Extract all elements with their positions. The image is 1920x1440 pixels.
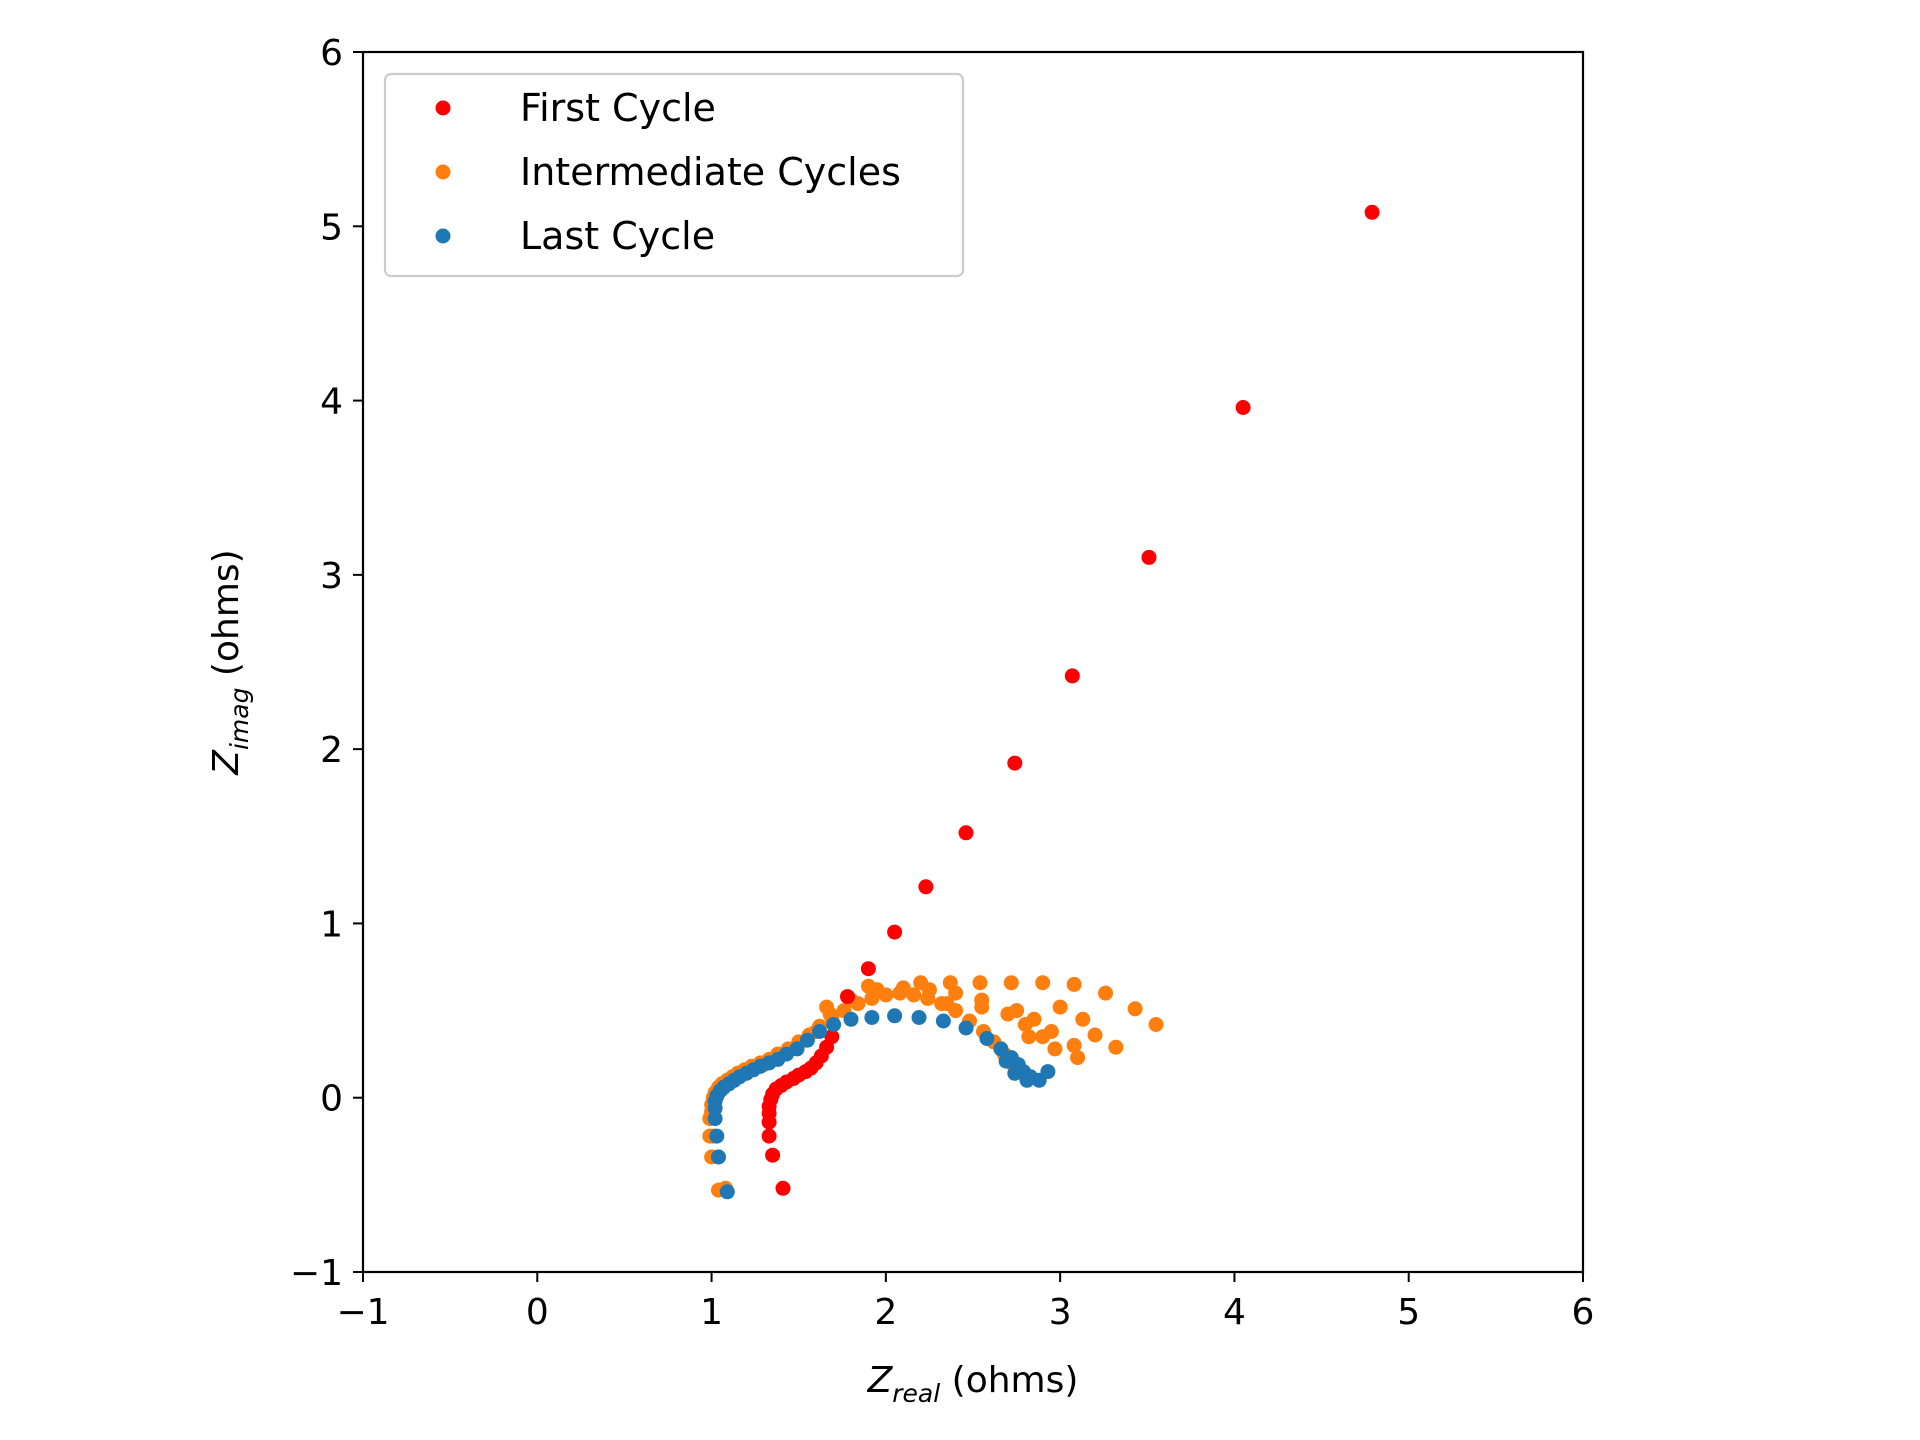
data-point <box>1047 1041 1063 1057</box>
data-point <box>911 1010 927 1025</box>
data-point <box>958 825 974 841</box>
x-tick-label: 0 <box>526 1292 549 1333</box>
legend-marker <box>435 100 451 116</box>
data-point <box>1021 1029 1037 1045</box>
data-point <box>1087 1027 1103 1043</box>
series-first-cycle <box>761 204 1380 1196</box>
y-axis-label: Zimag (ohms) <box>206 549 254 775</box>
data-point <box>1019 1072 1035 1088</box>
x-tick-label: 5 <box>1397 1292 1420 1333</box>
data-point <box>1108 1039 1124 1055</box>
data-point <box>887 1008 903 1024</box>
data-point <box>711 1149 726 1165</box>
data-point <box>1066 976 1082 992</box>
data-point <box>761 1128 777 1144</box>
data-point <box>1148 1017 1164 1032</box>
data-point <box>1098 985 1113 1001</box>
data-point <box>1235 400 1251 415</box>
data-point <box>1040 1064 1056 1080</box>
x-tick-label: −1 <box>336 1292 389 1333</box>
y-tick-label: 3 <box>320 556 343 597</box>
data-point <box>860 961 876 977</box>
data-point <box>775 1180 791 1196</box>
data-point <box>1064 668 1080 684</box>
series-last-cycle <box>707 1008 1056 1200</box>
data-point <box>993 1041 1009 1057</box>
data-point <box>1026 1011 1042 1027</box>
data-point <box>719 1184 735 1200</box>
x-axis-label: Zreal (ohms) <box>867 1360 1079 1408</box>
data-point <box>1364 204 1380 220</box>
data-point <box>1007 1065 1023 1081</box>
data-point <box>1066 1037 1082 1053</box>
data-point <box>1075 1011 1091 1027</box>
data-point <box>942 975 958 991</box>
data-point <box>864 1010 880 1025</box>
x-tick-label: 4 <box>1223 1292 1246 1333</box>
data-point <box>1127 1001 1143 1017</box>
y-tick-label: −1 <box>290 1253 343 1294</box>
data-point <box>1007 755 1023 771</box>
data-point <box>843 1011 859 1027</box>
legend-marker <box>435 164 451 180</box>
y-tick-label: 6 <box>320 33 343 74</box>
data-point <box>974 999 990 1015</box>
x-tick-label: 2 <box>874 1292 897 1333</box>
legend-label: First Cycle <box>520 86 716 130</box>
legend-entry: Last Cycle <box>435 214 715 258</box>
data-point <box>709 1128 725 1144</box>
data-point <box>824 1029 840 1045</box>
data-point <box>1043 1024 1059 1039</box>
data-point <box>1003 975 1019 991</box>
y-tick-label: 1 <box>320 904 343 945</box>
data-point <box>860 978 876 994</box>
data-point <box>1052 999 1068 1015</box>
data-point <box>972 975 988 991</box>
legend-entry: First Cycle <box>435 86 716 130</box>
data-point <box>895 980 911 996</box>
x-tick-label: 1 <box>700 1292 723 1333</box>
data-point <box>1009 1003 1025 1019</box>
data-point <box>799 1032 815 1048</box>
data-point <box>935 1013 951 1029</box>
data-point <box>819 999 835 1015</box>
data-point <box>918 879 934 895</box>
data-point <box>826 1017 842 1032</box>
data-point <box>840 989 855 1005</box>
legend-marker <box>435 228 451 244</box>
data-point <box>1141 549 1157 565</box>
data-point <box>789 1041 805 1057</box>
plot-frame <box>361 50 1585 1274</box>
data-point <box>958 1020 974 1036</box>
data-point <box>1035 975 1051 991</box>
x-tick-label: 6 <box>1572 1292 1595 1333</box>
y-tick-label: 5 <box>320 207 343 248</box>
data-point <box>913 975 929 991</box>
data-point <box>707 1111 723 1127</box>
data-point <box>939 996 955 1012</box>
legend-label: Last Cycle <box>520 214 715 258</box>
data-point <box>998 1053 1014 1069</box>
legend-box <box>383 72 965 278</box>
y-tick-label: 4 <box>320 382 343 423</box>
x-tick-label: 3 <box>1049 1292 1072 1333</box>
legend-entry: Intermediate Cycles <box>435 150 901 194</box>
data-point <box>765 1147 781 1163</box>
x-axis-ticks: −1 0 1 2 3 4 5 6 <box>336 1272 1594 1333</box>
y-tick-label: 0 <box>320 1079 343 1120</box>
y-tick-label: 2 <box>320 730 343 771</box>
legend: First Cycle Intermediate Cycles Last Cycle <box>383 72 965 278</box>
data-markers <box>702 204 1380 1200</box>
legend-label: Intermediate Cycles <box>520 150 901 194</box>
y-axis-ticks: −1 0 1 2 3 4 5 6 <box>290 33 363 1294</box>
data-point <box>979 1031 995 1046</box>
data-point <box>812 1024 828 1039</box>
data-point <box>1070 1050 1086 1066</box>
data-point <box>887 924 903 940</box>
